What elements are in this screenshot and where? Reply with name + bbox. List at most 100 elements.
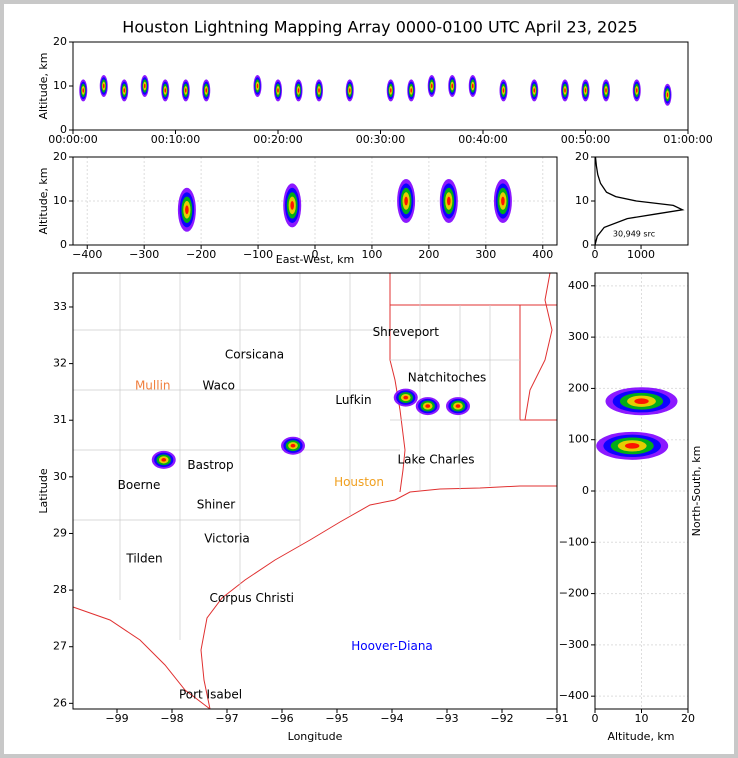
- y-tick-label: 0: [60, 238, 67, 251]
- x-tick-label: −300: [129, 248, 159, 261]
- x-tick-label: −99: [105, 712, 128, 725]
- map-borders: [72, 272, 557, 710]
- y-tick-label: 20: [53, 35, 67, 48]
- source-cluster: [202, 79, 211, 102]
- y-axis-label: Latitude: [37, 468, 50, 514]
- city-label: Hoover-Diana: [351, 639, 433, 653]
- plot-frame: [72, 41, 689, 131]
- x-tick-label: 100: [361, 248, 382, 261]
- source-cluster: [530, 79, 539, 102]
- city-label: Waco: [203, 379, 235, 393]
- x-tick-label: 1000: [627, 248, 655, 261]
- source-cluster: [181, 79, 190, 102]
- x-tick-label: 00:40:00: [458, 133, 507, 146]
- y-tick-label: 29: [53, 526, 67, 539]
- source-cluster: [407, 79, 416, 102]
- source-cluster: [274, 79, 282, 102]
- source-cluster: [283, 183, 302, 228]
- x-tick-label: −97: [215, 712, 238, 725]
- source-cluster: [79, 79, 88, 102]
- y-tick-label: 0: [582, 238, 589, 251]
- source-cluster: [99, 75, 108, 97]
- x-tick-label: 400: [532, 248, 553, 261]
- city-label: Lufkin: [335, 393, 371, 407]
- density-ring: [403, 395, 409, 400]
- density-ring: [410, 88, 413, 93]
- x-tick-label: 0: [592, 248, 599, 261]
- y-axis-label: North-South, km: [690, 446, 703, 537]
- y-tick-label: 30: [53, 470, 67, 483]
- y-tick-label: 0: [582, 484, 589, 497]
- y-tick-label: 200: [568, 381, 589, 394]
- density-ring: [666, 92, 669, 98]
- source-cluster: [294, 79, 303, 102]
- x-tick-label: −92: [490, 712, 513, 725]
- source-cluster: [345, 79, 354, 102]
- density-ring: [290, 443, 296, 448]
- plot-frame: [72, 272, 558, 710]
- y-tick-label: 20: [53, 150, 67, 163]
- x-tick-label: 20: [681, 712, 695, 725]
- density-ring: [447, 196, 451, 206]
- y-tick-label: 10: [53, 79, 67, 92]
- y-axis-label: Altitude, km: [37, 167, 50, 234]
- density-ring: [82, 88, 85, 93]
- x-tick-label: 00:50:00: [561, 133, 610, 146]
- x-tick-label: −100: [243, 248, 273, 261]
- x-tick-label: 00:30:00: [356, 133, 405, 146]
- city-label: Corpus Christi: [210, 591, 295, 605]
- density-ring: [404, 196, 408, 206]
- x-tick-label: −98: [160, 712, 183, 725]
- city-label: Lake Charles: [398, 452, 475, 466]
- y-tick-label: 10: [53, 194, 67, 207]
- y-tick-label: 20: [575, 150, 589, 163]
- source-cluster: [663, 83, 672, 106]
- density-ring: [389, 88, 392, 93]
- source-cluster: [446, 397, 470, 416]
- density-ring: [164, 88, 167, 93]
- source-cluster: [151, 450, 176, 469]
- source-cluster: [605, 387, 678, 416]
- density-ring: [277, 88, 279, 93]
- source-cluster: [177, 187, 196, 232]
- x-tick-label: 300: [475, 248, 496, 261]
- source-cluster: [602, 79, 610, 102]
- density-ring: [185, 205, 189, 215]
- density-ring: [143, 83, 146, 89]
- x-tick-label: 0: [592, 712, 599, 725]
- x-tick-label: −95: [325, 712, 348, 725]
- density-ring: [564, 88, 566, 93]
- source-cluster: [439, 179, 458, 223]
- y-tick-label: 26: [53, 696, 67, 709]
- x-tick-label: −200: [186, 248, 216, 261]
- city-label: Shreveport: [373, 325, 440, 339]
- y-tick-label: −200: [559, 587, 589, 600]
- y-tick-label: 300: [568, 330, 589, 343]
- plot-frame: [72, 156, 558, 246]
- density-ring: [430, 83, 433, 89]
- y-tick-label: 400: [568, 279, 589, 292]
- x-tick-label: −96: [270, 712, 293, 725]
- y-tick-label: −300: [559, 638, 589, 651]
- density-ring: [256, 83, 259, 89]
- city-label: Houston: [334, 475, 384, 489]
- density-ring: [634, 398, 649, 405]
- source-cluster: [581, 79, 590, 102]
- source-cluster: [161, 79, 170, 102]
- density-ring: [584, 88, 587, 93]
- source-cluster: [493, 179, 512, 223]
- chart-title: Houston Lightning Mapping Array 0000-010…: [122, 18, 637, 37]
- density-ring: [161, 458, 167, 462]
- density-ring: [625, 443, 640, 449]
- density-ring: [318, 88, 320, 93]
- source-cluster: [561, 79, 569, 102]
- y-tick-label: −400: [559, 689, 589, 702]
- city-label: Mullin: [135, 379, 171, 393]
- y-tick-label: −100: [559, 535, 589, 548]
- density-ring: [502, 88, 505, 93]
- city-label: Tilden: [125, 551, 162, 565]
- source-cluster: [386, 79, 395, 102]
- density-ring: [471, 83, 474, 89]
- density-ring: [348, 88, 351, 93]
